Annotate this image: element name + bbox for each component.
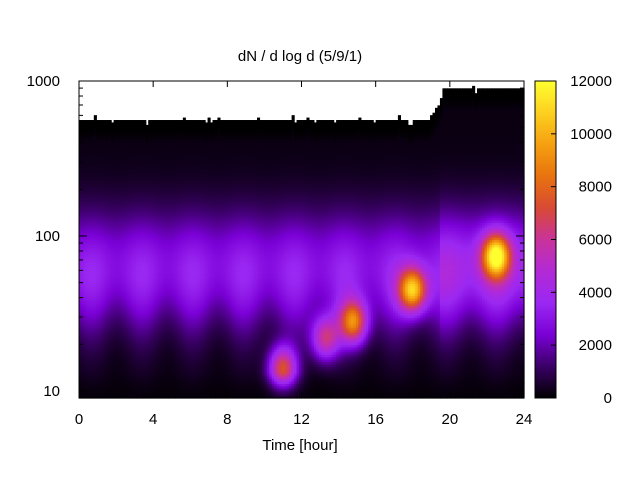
heatmap-chart: dN / d log d (5/9/1) 0 4 8 12 16 20 24 1010010… <box>0 0 640 480</box>
chart-title: dN / d log d (5/9/1) <box>238 48 362 65</box>
heatmap-cell <box>94 115 97 118</box>
heatmap-cells <box>79 86 525 399</box>
